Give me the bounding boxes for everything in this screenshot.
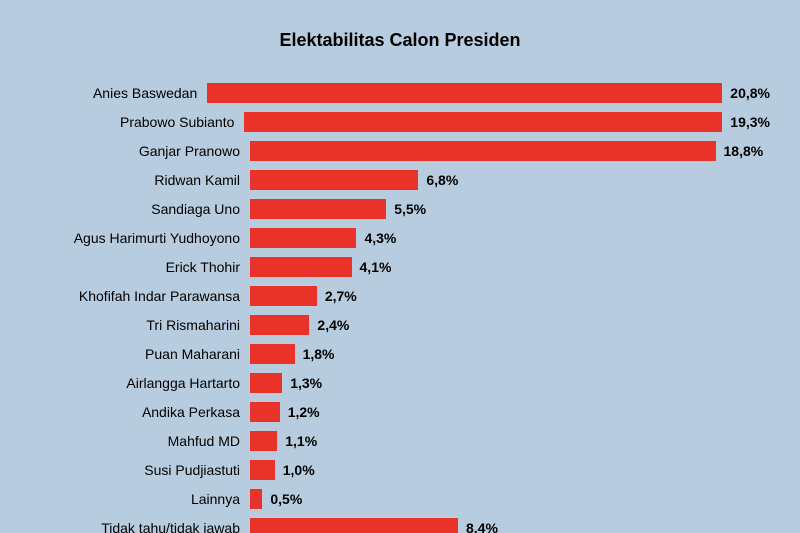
bar-label: Puan Maharani (30, 346, 250, 362)
bar-label: Sandiaga Uno (30, 201, 250, 217)
chart-row: Ridwan Kamil 6,8% (30, 166, 770, 194)
chart-row: Khofifah Indar Parawansa 2,7% (30, 282, 770, 310)
bar-value: 4,1% (360, 259, 392, 275)
bar-area: 20,8% (207, 83, 770, 103)
bar-value: 1,1% (285, 433, 317, 449)
bar-label: Tri Rismaharini (30, 317, 250, 333)
chart-row: Lainnya 0,5% (30, 485, 770, 513)
bar-area: 8,4% (250, 518, 770, 533)
bar-area: 0,5% (250, 489, 770, 509)
bar (250, 257, 352, 277)
chart-row: Ganjar Pranowo 18,8% (30, 137, 770, 165)
bar (250, 228, 356, 248)
chart-row: Anies Baswedan 20,8% (30, 79, 770, 107)
bar (250, 402, 280, 422)
bar (250, 170, 418, 190)
bar (250, 373, 282, 393)
bar-area: 1,3% (250, 373, 770, 393)
chart-row: Susi Pudjiastuti 1,0% (30, 456, 770, 484)
bar-value: 1,0% (283, 462, 315, 478)
bar-label: Khofifah Indar Parawansa (30, 288, 250, 304)
chart-row: Agus Harimurti Yudhoyono 4,3% (30, 224, 770, 252)
bar-area: 19,3% (244, 112, 770, 132)
chart-title: Elektabilitas Calon Presiden (30, 30, 770, 51)
bar (250, 518, 458, 533)
bar-value: 18,8% (724, 143, 764, 159)
chart-row: Airlangga Hartarto 1,3% (30, 369, 770, 397)
bar-label: Tidak tahu/tidak jawab (30, 520, 250, 533)
bar-area: 1,1% (250, 431, 770, 451)
bar-label: Mahfud MD (30, 433, 250, 449)
bar-value: 1,2% (288, 404, 320, 420)
bar (250, 344, 295, 364)
chart-row: Sandiaga Uno 5,5% (30, 195, 770, 223)
bar (250, 431, 277, 451)
bar-value: 20,8% (730, 85, 770, 101)
bar (250, 315, 309, 335)
bar-value: 1,3% (290, 375, 322, 391)
bar-label: Lainnya (30, 491, 250, 507)
bar-label: Ganjar Pranowo (30, 143, 250, 159)
bar-area: 18,8% (250, 141, 770, 161)
bar-area: 4,1% (250, 257, 770, 277)
bar-label: Agus Harimurti Yudhoyono (30, 230, 250, 246)
bar-value: 19,3% (730, 114, 770, 130)
chart-row: Mahfud MD 1,1% (30, 427, 770, 455)
bar-label: Anies Baswedan (30, 85, 207, 101)
bar-value: 0,5% (270, 491, 302, 507)
chart-row: Erick Thohir 4,1% (30, 253, 770, 281)
chart-container: Elektabilitas Calon Presiden Anies Baswe… (0, 0, 800, 533)
bar-area: 1,0% (250, 460, 770, 480)
chart-body: Anies Baswedan 20,8% Prabowo Subianto 19,3%… (30, 79, 770, 533)
bar (207, 83, 722, 103)
chart-row: Tidak tahu/tidak jawab 8,4% (30, 514, 770, 533)
bar-value: 5,5% (394, 201, 426, 217)
bar-area: 1,2% (250, 402, 770, 422)
chart-row: Puan Maharani 1,8% (30, 340, 770, 368)
bar-value: 1,8% (303, 346, 335, 362)
bar (250, 460, 275, 480)
bar-area: 2,4% (250, 315, 770, 335)
bar-label: Prabowo Subianto (30, 114, 244, 130)
chart-row: Prabowo Subianto 19,3% (30, 108, 770, 136)
bar-label: Andika Perkasa (30, 404, 250, 420)
bar (250, 199, 386, 219)
bar-value: 4,3% (364, 230, 396, 246)
bar-area: 6,8% (250, 170, 770, 190)
bar (250, 286, 317, 306)
bar (250, 489, 262, 509)
bar-value: 2,4% (317, 317, 349, 333)
bar-value: 8,4% (466, 520, 498, 533)
bar-area: 2,7% (250, 286, 770, 306)
bar (250, 141, 716, 161)
bar-label: Susi Pudjiastuti (30, 462, 250, 478)
bar-value: 2,7% (325, 288, 357, 304)
bar (244, 112, 722, 132)
bar-area: 1,8% (250, 344, 770, 364)
chart-row: Tri Rismaharini 2,4% (30, 311, 770, 339)
bar-area: 4,3% (250, 228, 770, 248)
bar-label: Ridwan Kamil (30, 172, 250, 188)
chart-row: Andika Perkasa 1,2% (30, 398, 770, 426)
bar-area: 5,5% (250, 199, 770, 219)
bar-label: Erick Thohir (30, 259, 250, 275)
bar-label: Airlangga Hartarto (30, 375, 250, 391)
bar-value: 6,8% (426, 172, 458, 188)
